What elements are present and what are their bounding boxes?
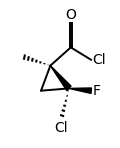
Text: Cl: Cl [92,53,106,67]
Text: F: F [92,84,100,98]
Text: O: O [65,8,76,22]
Polygon shape [50,66,71,91]
Text: Cl: Cl [55,122,68,135]
Polygon shape [69,88,91,93]
